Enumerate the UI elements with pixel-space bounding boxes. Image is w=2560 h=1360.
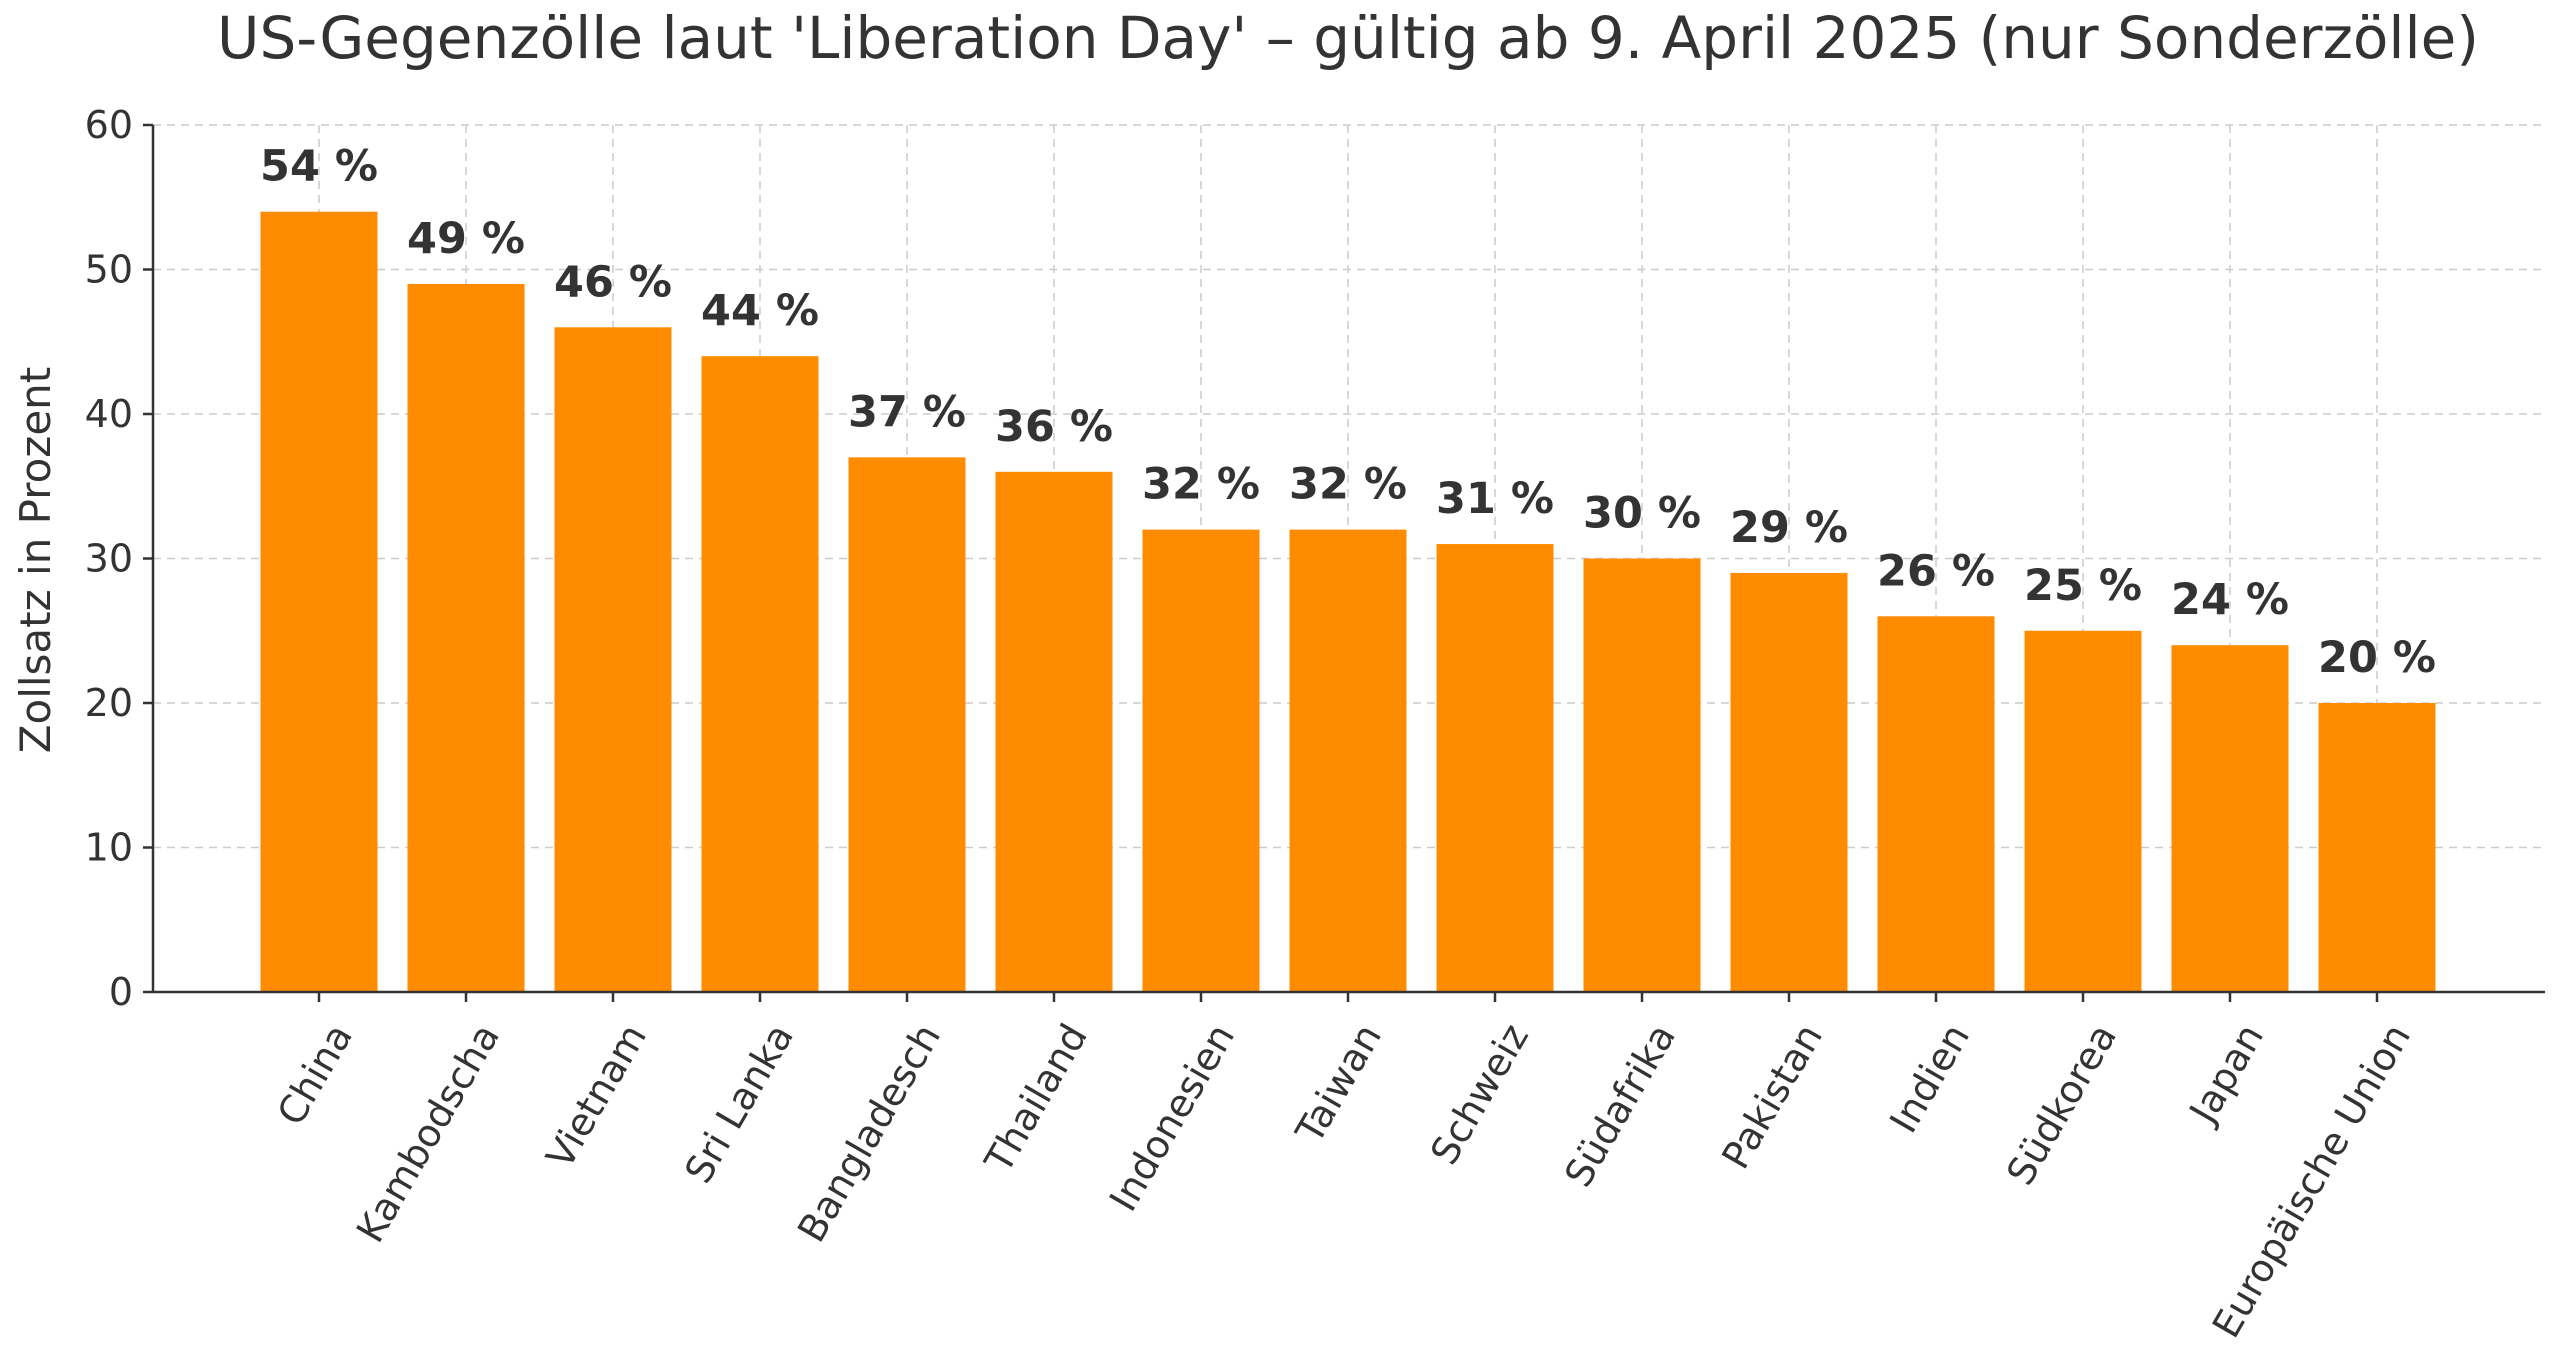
- bar: [407, 283, 525, 992]
- bars-layer: [260, 211, 2436, 993]
- data-label: 37 %: [848, 387, 966, 437]
- data-label: 32 %: [1289, 460, 1407, 510]
- y-tick-label: 30: [85, 537, 133, 581]
- data-labels-layer: 54 % 49 % 46 % 44 % 37 % 36 % 32 % 32 % 31 % 30 %…: [260, 142, 2436, 683]
- x-tick-label: Schweiz: [1422, 1017, 1537, 1172]
- bar: [1142, 529, 1260, 992]
- x-tick-label: Vietnam: [538, 1017, 655, 1176]
- x-tick-label: Japan: [2180, 1017, 2272, 1133]
- data-label: 29 %: [1730, 503, 1848, 553]
- bar: [848, 457, 966, 993]
- y-tick-label: 50: [85, 248, 133, 292]
- bar: [995, 471, 1113, 992]
- bar: [1436, 544, 1554, 992]
- x-tick-label: Sri Lanka: [676, 1017, 802, 1191]
- chart-title: US-Gegenzölle laut 'Liberation Day' – gü…: [217, 4, 2479, 72]
- bar: [2318, 703, 2436, 992]
- bar: [260, 211, 378, 992]
- x-tick-label: Kambodscha: [348, 1017, 508, 1250]
- bar: [554, 327, 672, 992]
- data-label: 26 %: [1877, 546, 1995, 596]
- data-label: 32 %: [1142, 460, 1260, 510]
- data-label: 20 %: [2318, 633, 2436, 683]
- x-tick-label: Südafrika: [1556, 1017, 1684, 1195]
- x-tick-label: Indien: [1881, 1017, 1978, 1141]
- y-tick-label: 0: [109, 970, 133, 1014]
- data-label: 25 %: [2024, 561, 2142, 611]
- data-label: 24 %: [2171, 575, 2289, 625]
- bar: [1877, 616, 1995, 992]
- x-tick-label: Thailand: [976, 1017, 1096, 1181]
- x-tick-label: Indonesien: [1101, 1017, 1243, 1219]
- y-tick-label: 10: [85, 826, 133, 870]
- x-tick-label: Südkorea: [1998, 1017, 2125, 1193]
- data-label: 44 %: [701, 286, 819, 336]
- y-tick-label: 60: [85, 103, 133, 147]
- data-label: 30 %: [1583, 489, 1701, 539]
- data-label: 31 %: [1436, 474, 1554, 524]
- bar: [1289, 529, 1407, 992]
- x-tick-label: Taiwan: [1287, 1017, 1390, 1152]
- y-axis-label: Zollsatz in Prozent: [11, 367, 60, 754]
- y-tick-label: 20: [85, 681, 133, 725]
- bar: [1730, 572, 1848, 992]
- data-label: 36 %: [995, 402, 1113, 452]
- bar: [2171, 645, 2289, 992]
- bar: [2024, 630, 2142, 992]
- bar: [1583, 558, 1701, 992]
- bar: [701, 356, 819, 992]
- data-label: 54 %: [260, 142, 378, 192]
- data-label: 49 %: [407, 214, 525, 264]
- y-tick-label: 40: [85, 392, 133, 436]
- x-tick-label: China: [269, 1017, 361, 1133]
- y-ticks-layer: 0 10 20 30 40 50 60: [85, 103, 153, 1014]
- x-tick-label: Bangladesch: [789, 1017, 949, 1250]
- data-label: 46 %: [554, 257, 672, 307]
- x-tick-label: Pakistan: [1713, 1017, 1831, 1177]
